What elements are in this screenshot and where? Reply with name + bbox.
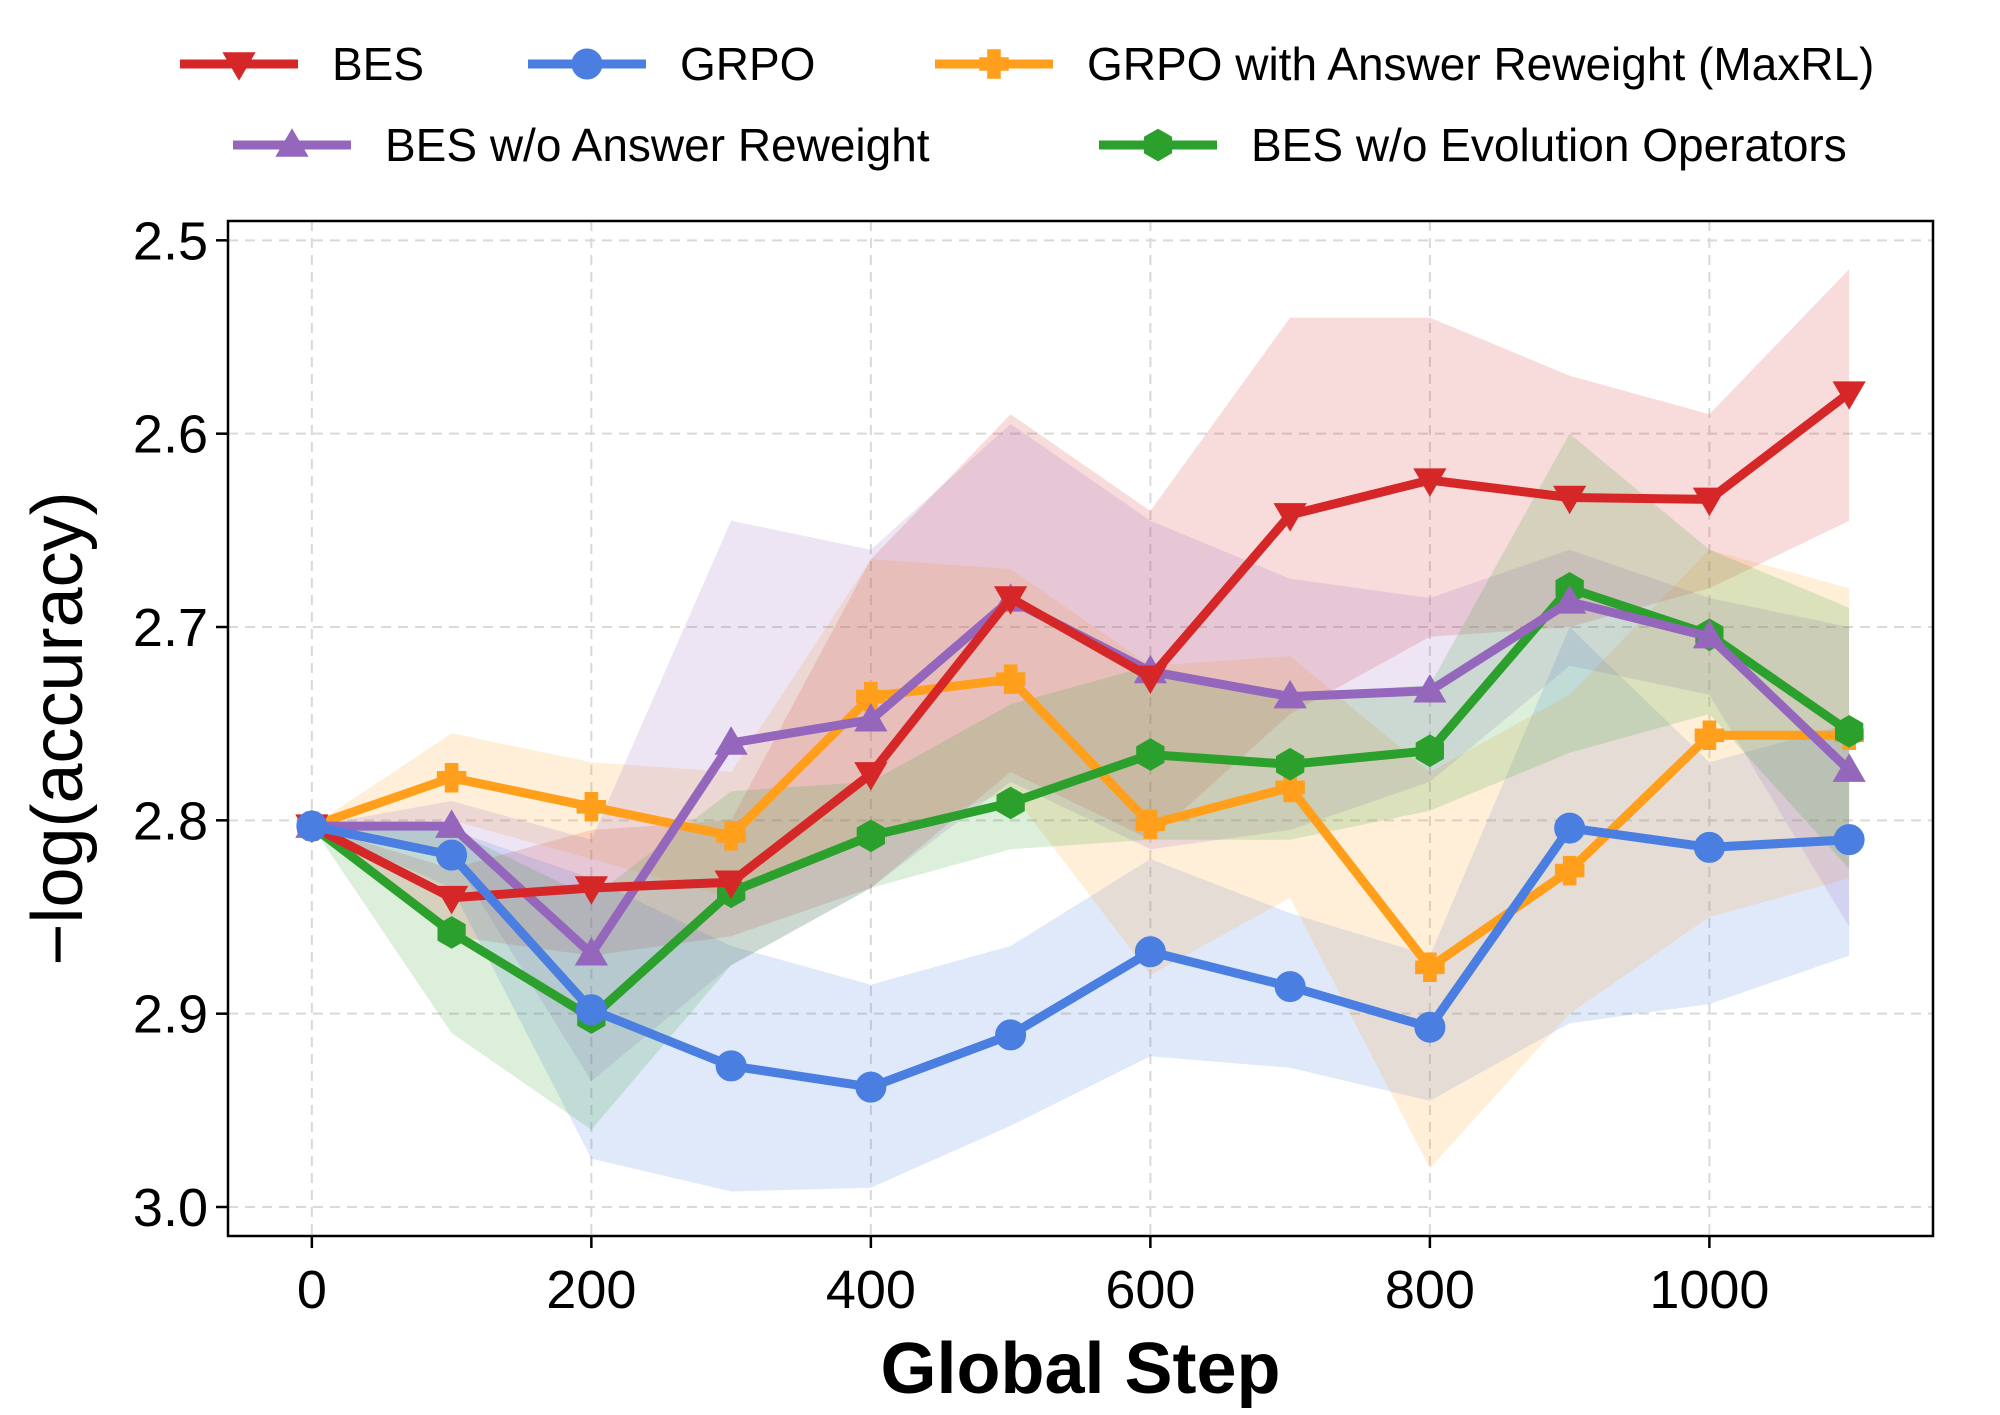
data-point <box>434 885 469 915</box>
data-point <box>436 763 467 793</box>
y-tick-label: 2.8 <box>133 791 208 851</box>
data-point <box>436 839 468 871</box>
data-point <box>854 703 888 732</box>
data-point <box>855 1071 887 1103</box>
legend-marker <box>1143 128 1173 162</box>
data-point <box>856 819 885 853</box>
data-point <box>994 586 1028 615</box>
y-axis-title: −log(accuracy) <box>18 491 98 965</box>
legend-label: GRPO <box>680 38 815 90</box>
y-tick-label: 2.6 <box>133 405 208 465</box>
y-tick-label: 2.9 <box>133 985 208 1045</box>
data-point <box>1694 720 1725 751</box>
y-axis-ticks: 2.5 2.6 2.7 2.8 2.9 3.0 <box>133 211 228 1238</box>
legend-entry: BES <box>180 38 424 90</box>
legend: BES GRPO GRPO with Answer Reweight (MaxRL)… <box>180 38 1874 171</box>
data-point <box>1833 824 1865 856</box>
data-point <box>1415 734 1444 768</box>
data-point <box>296 810 328 842</box>
confidence-band <box>311 549 1850 1169</box>
data-point <box>1835 715 1864 748</box>
x-tick-label: 0 <box>297 1260 327 1320</box>
x-axis-ticks: 0 200 400 600 800 1000 <box>297 1236 1769 1320</box>
data-point <box>1553 485 1587 515</box>
legend-label: BES w/o Answer Reweight <box>385 119 930 171</box>
data-point <box>1414 1011 1446 1043</box>
plot-area <box>226 219 1935 1238</box>
confidence-bands <box>311 269 1850 1192</box>
data-point <box>1136 738 1165 771</box>
series-lines <box>295 381 1866 1103</box>
data-point <box>1554 812 1586 844</box>
confidence-band <box>311 269 1850 956</box>
data-point <box>1693 831 1725 863</box>
x-tick-label: 400 <box>826 1260 916 1320</box>
plot-frame <box>226 219 1935 1238</box>
legend-label: BES <box>332 38 424 90</box>
data-point <box>1273 503 1307 532</box>
legend-marker <box>571 48 603 80</box>
data-point <box>1274 971 1306 1003</box>
legend-marker <box>222 52 256 81</box>
legend-label: BES w/o Evolution Operators <box>1251 119 1847 171</box>
y-tick-label: 2.5 <box>133 211 208 271</box>
data-point <box>996 786 1025 820</box>
data-point <box>1553 585 1587 614</box>
legend-entry: GRPO with Answer Reweight (MaxRL) <box>935 38 1874 90</box>
series-line <box>309 583 1852 1022</box>
data-point <box>1133 665 1167 695</box>
data-point <box>434 809 469 838</box>
legend-entry: BES w/o Evolution Operators <box>1099 119 1847 171</box>
data-point <box>854 762 888 791</box>
data-point <box>437 916 466 949</box>
series-line <box>310 674 1850 972</box>
legend-label: GRPO with Answer Reweight (MaxRL) <box>1087 38 1874 90</box>
x-tick-label: 600 <box>1105 1260 1195 1320</box>
data-point <box>1413 674 1447 703</box>
data-point <box>574 936 608 966</box>
data-point <box>715 1050 747 1082</box>
data-point <box>716 821 746 851</box>
x-tick-label: 200 <box>546 1260 636 1320</box>
data-point <box>1276 747 1305 781</box>
legend-marker <box>979 49 1009 79</box>
series <box>296 810 1865 1103</box>
x-tick-label: 800 <box>1385 1260 1475 1320</box>
series-line <box>309 389 1852 903</box>
data-point <box>1692 487 1727 517</box>
data-point <box>1415 952 1445 983</box>
x-axis-title: Global Step <box>880 1329 1280 1409</box>
legend-entry: GRPO <box>528 38 815 90</box>
data-point <box>995 664 1026 694</box>
data-point <box>1554 855 1585 886</box>
y-tick-label: 3.0 <box>133 1178 208 1238</box>
data-point <box>714 870 748 899</box>
data-point <box>1832 381 1866 410</box>
data-point <box>1413 468 1447 497</box>
series-line <box>310 821 1850 1092</box>
data-point <box>1273 679 1307 709</box>
data-point <box>574 876 608 905</box>
data-point <box>995 1019 1027 1051</box>
data-point <box>576 792 607 822</box>
legend-marker <box>275 128 309 157</box>
legend-entry: BES w/o Answer Reweight <box>233 119 930 171</box>
y-tick-label: 2.7 <box>133 598 208 658</box>
data-point <box>1275 772 1305 803</box>
data-point <box>1134 936 1166 968</box>
data-point <box>1135 809 1166 839</box>
grid <box>228 221 1933 1236</box>
data-point <box>714 726 748 755</box>
data-point <box>1692 619 1727 649</box>
x-tick-label: 1000 <box>1649 1260 1769 1320</box>
data-point <box>575 994 607 1026</box>
data-point <box>1832 753 1866 782</box>
